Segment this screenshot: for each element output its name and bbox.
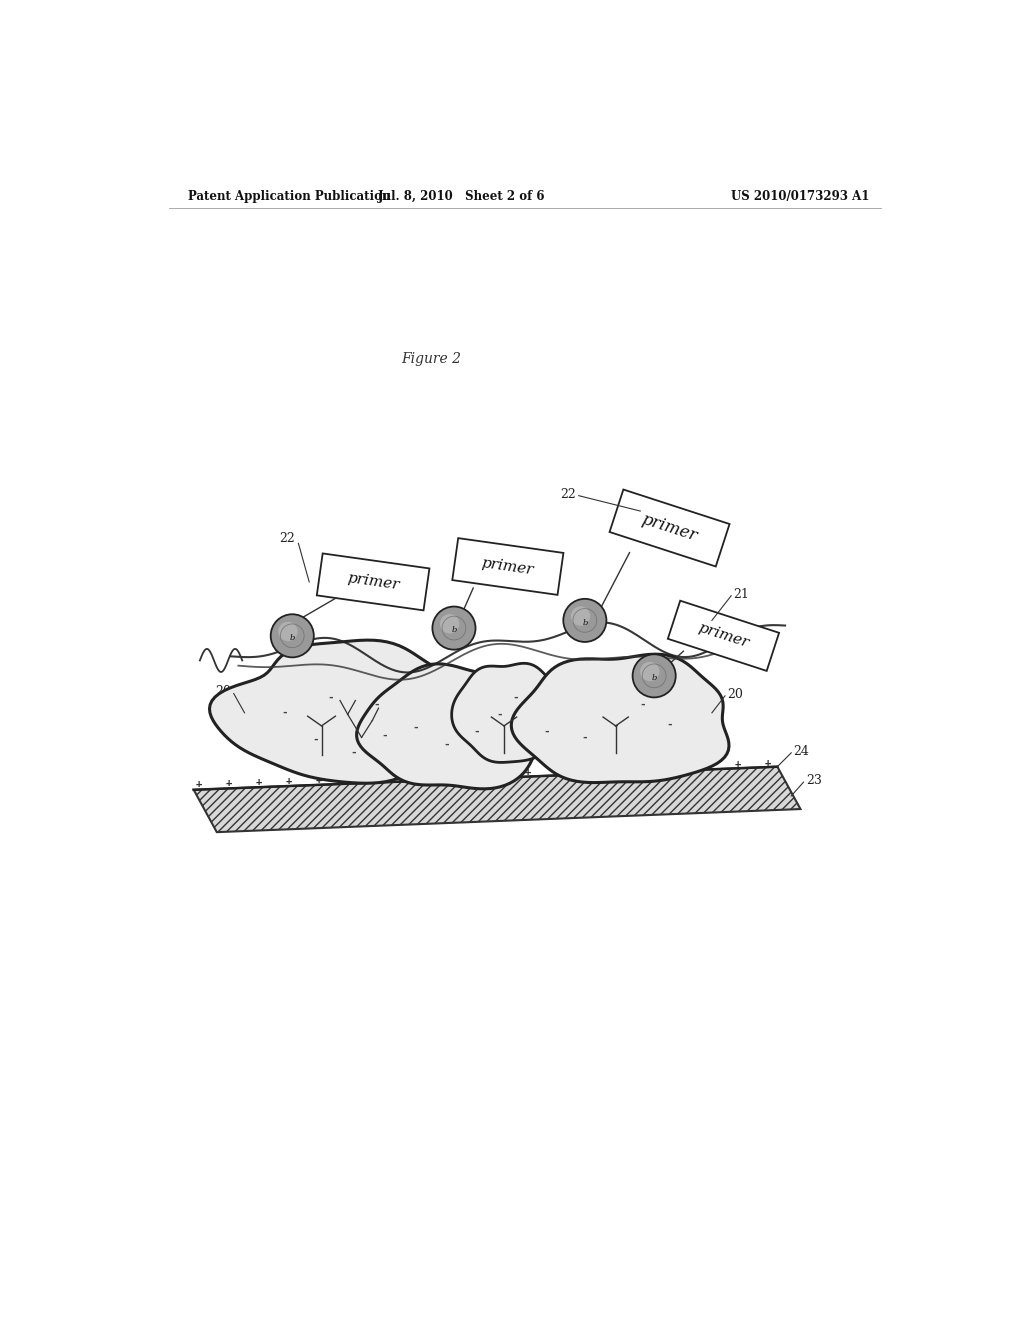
Text: -: - [668,719,672,730]
Text: +: + [705,760,712,770]
Text: +: + [375,772,381,783]
Text: b: b [452,627,457,635]
Text: +: + [585,764,591,775]
Polygon shape [511,655,729,783]
Text: 21: 21 [733,587,750,601]
Text: +: + [345,774,351,784]
Text: -: - [498,709,503,719]
Bar [453,539,563,595]
Text: US 2010/0173293 A1: US 2010/0173293 A1 [731,190,869,203]
Text: -: - [583,733,587,742]
Text: 20: 20 [215,685,230,698]
Polygon shape [452,663,559,763]
Text: -: - [544,727,549,737]
Text: +: + [735,759,741,770]
Text: -: - [475,727,479,737]
Text: Jul. 8, 2010   Sheet 2 of 6: Jul. 8, 2010 Sheet 2 of 6 [378,190,546,203]
Text: -: - [313,735,317,744]
Text: +: + [525,767,531,777]
Text: -: - [382,731,387,741]
Text: -: - [329,693,333,702]
Text: +: + [465,770,471,779]
Text: +: + [315,775,322,785]
Text: primer: primer [640,511,699,545]
Text: +: + [406,771,412,781]
Text: 24: 24 [794,744,809,758]
Text: Figure 2: Figure 2 [400,351,461,366]
Circle shape [640,661,659,681]
Circle shape [563,599,606,642]
Text: -: - [351,748,356,758]
Text: 22: 22 [279,532,295,545]
Text: 23: 23 [806,774,821,787]
Text: -: - [413,723,418,733]
Text: +: + [765,758,771,768]
Bar [609,490,729,566]
Text: +: + [615,763,622,774]
Text: b: b [583,619,588,627]
Text: -: - [444,741,449,750]
Text: +: + [255,777,261,787]
Text: +: + [196,779,202,789]
Text: primer: primer [481,556,535,577]
Text: b: b [290,634,295,642]
Text: primer: primer [346,572,400,593]
Text: -: - [283,708,287,718]
Text: -: - [613,721,617,731]
Text: +: + [675,762,681,771]
Text: Patent Application Publication: Patent Application Publication [188,190,391,203]
Text: +: + [435,771,441,780]
Text: 22: 22 [560,487,575,500]
Circle shape [432,607,475,649]
Text: -: - [513,693,518,702]
Circle shape [570,606,590,626]
Text: +: + [225,779,231,788]
Polygon shape [210,640,473,783]
Text: +: + [495,768,502,777]
Bar [668,601,779,671]
Text: b: b [651,675,656,682]
Polygon shape [356,664,545,789]
Circle shape [633,655,676,697]
Text: +: + [555,766,561,776]
Circle shape [440,614,460,634]
Circle shape [270,614,313,657]
Text: -: - [640,700,645,710]
Text: +: + [285,776,292,785]
Text: +: + [645,763,651,772]
Polygon shape [194,767,801,832]
Text: -: - [375,700,379,710]
Circle shape [279,622,298,642]
Bar [316,553,429,610]
Text: 20: 20 [727,688,743,701]
Text: primer: primer [696,620,751,651]
